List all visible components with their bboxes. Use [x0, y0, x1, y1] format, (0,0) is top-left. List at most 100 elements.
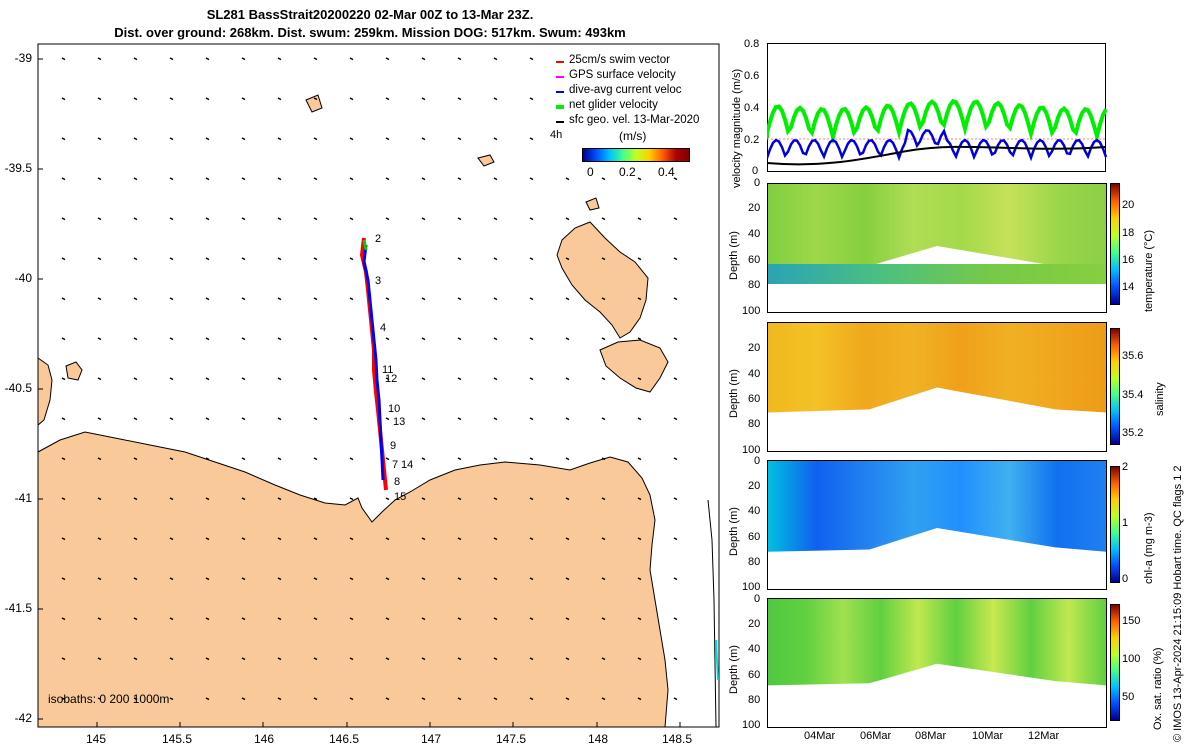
velocity-vector	[421, 497, 426, 501]
velocity-vector	[565, 537, 570, 541]
hours-label: 4h	[550, 129, 563, 141]
velocity-vector	[205, 457, 210, 461]
velocity-vector	[385, 177, 390, 181]
velocity-vector	[241, 577, 246, 581]
velocity-vector	[61, 657, 66, 661]
velocity-vector	[385, 617, 390, 621]
velocity-vector	[421, 457, 426, 461]
velocity-vector	[277, 177, 282, 181]
depth-tick: 20	[748, 342, 761, 354]
velocity-vector	[205, 137, 210, 141]
velocity-vector	[385, 337, 390, 341]
vel-ylabel: velocity magnitude (m/s)	[731, 68, 743, 188]
velocity-vector	[637, 337, 642, 341]
velocity-vector	[565, 657, 570, 661]
velocity-vector	[637, 217, 642, 221]
velocity-vector	[673, 297, 678, 301]
velocity-vector	[205, 257, 210, 261]
velocity-vector	[205, 497, 210, 501]
lon-tick: 145.5	[162, 732, 193, 746]
velocity-vector	[601, 297, 606, 301]
time-tick: 06Mar	[860, 730, 892, 742]
velocity-vector	[61, 617, 66, 621]
legend-swatch	[556, 105, 564, 109]
velocity-vector	[421, 417, 426, 421]
velocity-vector	[601, 617, 606, 621]
velocity-vector	[97, 457, 102, 461]
time-tick: 10Mar	[972, 730, 1004, 742]
velocity-vector	[133, 177, 138, 181]
velocity-vector	[61, 177, 66, 181]
depth-tick: 100	[742, 305, 761, 317]
velocity-vector	[673, 457, 678, 461]
velocity-vector	[565, 617, 570, 621]
cb-label: chl-a (mg m-3)	[1143, 512, 1155, 584]
track-label: 9	[390, 440, 397, 452]
cb-label: Ox. sat. ratio (%)	[1152, 647, 1164, 730]
velocity-vector	[313, 177, 318, 181]
depth-tick: 40	[748, 228, 761, 240]
lon-tick: 146.5	[329, 732, 360, 746]
velocity-vector	[205, 697, 210, 701]
velocity-vector	[169, 137, 174, 141]
velocity-vector	[169, 257, 174, 261]
lat-tick: -39.5	[4, 161, 32, 175]
velocity-vector	[493, 537, 498, 541]
velocity-vector	[385, 537, 390, 541]
colorbar-tick: 0	[587, 165, 594, 179]
depth-tick: 40	[748, 505, 761, 517]
track-label: 11	[382, 364, 394, 376]
velocity-vector	[673, 337, 678, 341]
velocity-vector	[313, 257, 318, 261]
velocity-vector	[529, 257, 534, 261]
velocity-vector	[61, 417, 66, 421]
velocity-vector	[133, 97, 138, 101]
velocity-vector	[457, 257, 462, 261]
velocity-vector	[529, 297, 534, 301]
velocity-vector	[169, 577, 174, 581]
depth-tick: 80	[748, 418, 761, 430]
velocity-vector	[313, 137, 318, 141]
legend-label: net glider velocity	[569, 99, 658, 111]
speed-colorbar	[582, 148, 690, 162]
velocity-vector	[169, 57, 174, 61]
vel-ytick: 0.8	[744, 38, 760, 50]
lat-tick: -41.5	[4, 601, 32, 615]
velocity-vector	[565, 697, 570, 701]
velocity-vector	[313, 697, 318, 701]
cb-label: temperature (°C)	[1143, 229, 1155, 312]
velocity-vector	[493, 457, 498, 461]
velocity-vector	[61, 697, 66, 701]
velocity-vector	[421, 377, 426, 381]
velocity-vector	[529, 697, 534, 701]
geo-velocity-vectors	[61, 57, 678, 701]
velocity-vector	[61, 257, 66, 261]
velocity-vector	[241, 417, 246, 421]
velocity-vector	[241, 497, 246, 501]
legend-label: GPS surface velocity	[569, 69, 676, 81]
legend-label: 25cm/s swim vector	[569, 54, 670, 66]
velocity-vector	[349, 297, 354, 301]
velocity-vector	[637, 697, 642, 701]
velocity-vector	[385, 697, 390, 701]
velocity-vector	[169, 697, 174, 701]
velocity-vector	[673, 697, 678, 701]
legend-swatch	[556, 121, 564, 123]
velocity-vector	[565, 177, 570, 181]
velocity-vector	[169, 657, 174, 661]
velocity-vector	[133, 337, 138, 341]
velocity-vector	[673, 377, 678, 381]
velocity-vector	[169, 457, 174, 461]
velocity-vector	[457, 337, 462, 341]
velocity-vector	[277, 137, 282, 141]
flinders-island	[556, 221, 649, 339]
track-label: 2	[375, 233, 382, 245]
velocity-vector	[637, 257, 642, 261]
velocity-vector	[349, 537, 354, 541]
velocity-vector	[349, 617, 354, 621]
velocity-vector	[493, 217, 498, 221]
velocity-vector	[673, 537, 678, 541]
velocity-vector	[349, 217, 354, 221]
velocity-vector	[457, 617, 462, 621]
cb-tick: 1	[1122, 517, 1129, 529]
